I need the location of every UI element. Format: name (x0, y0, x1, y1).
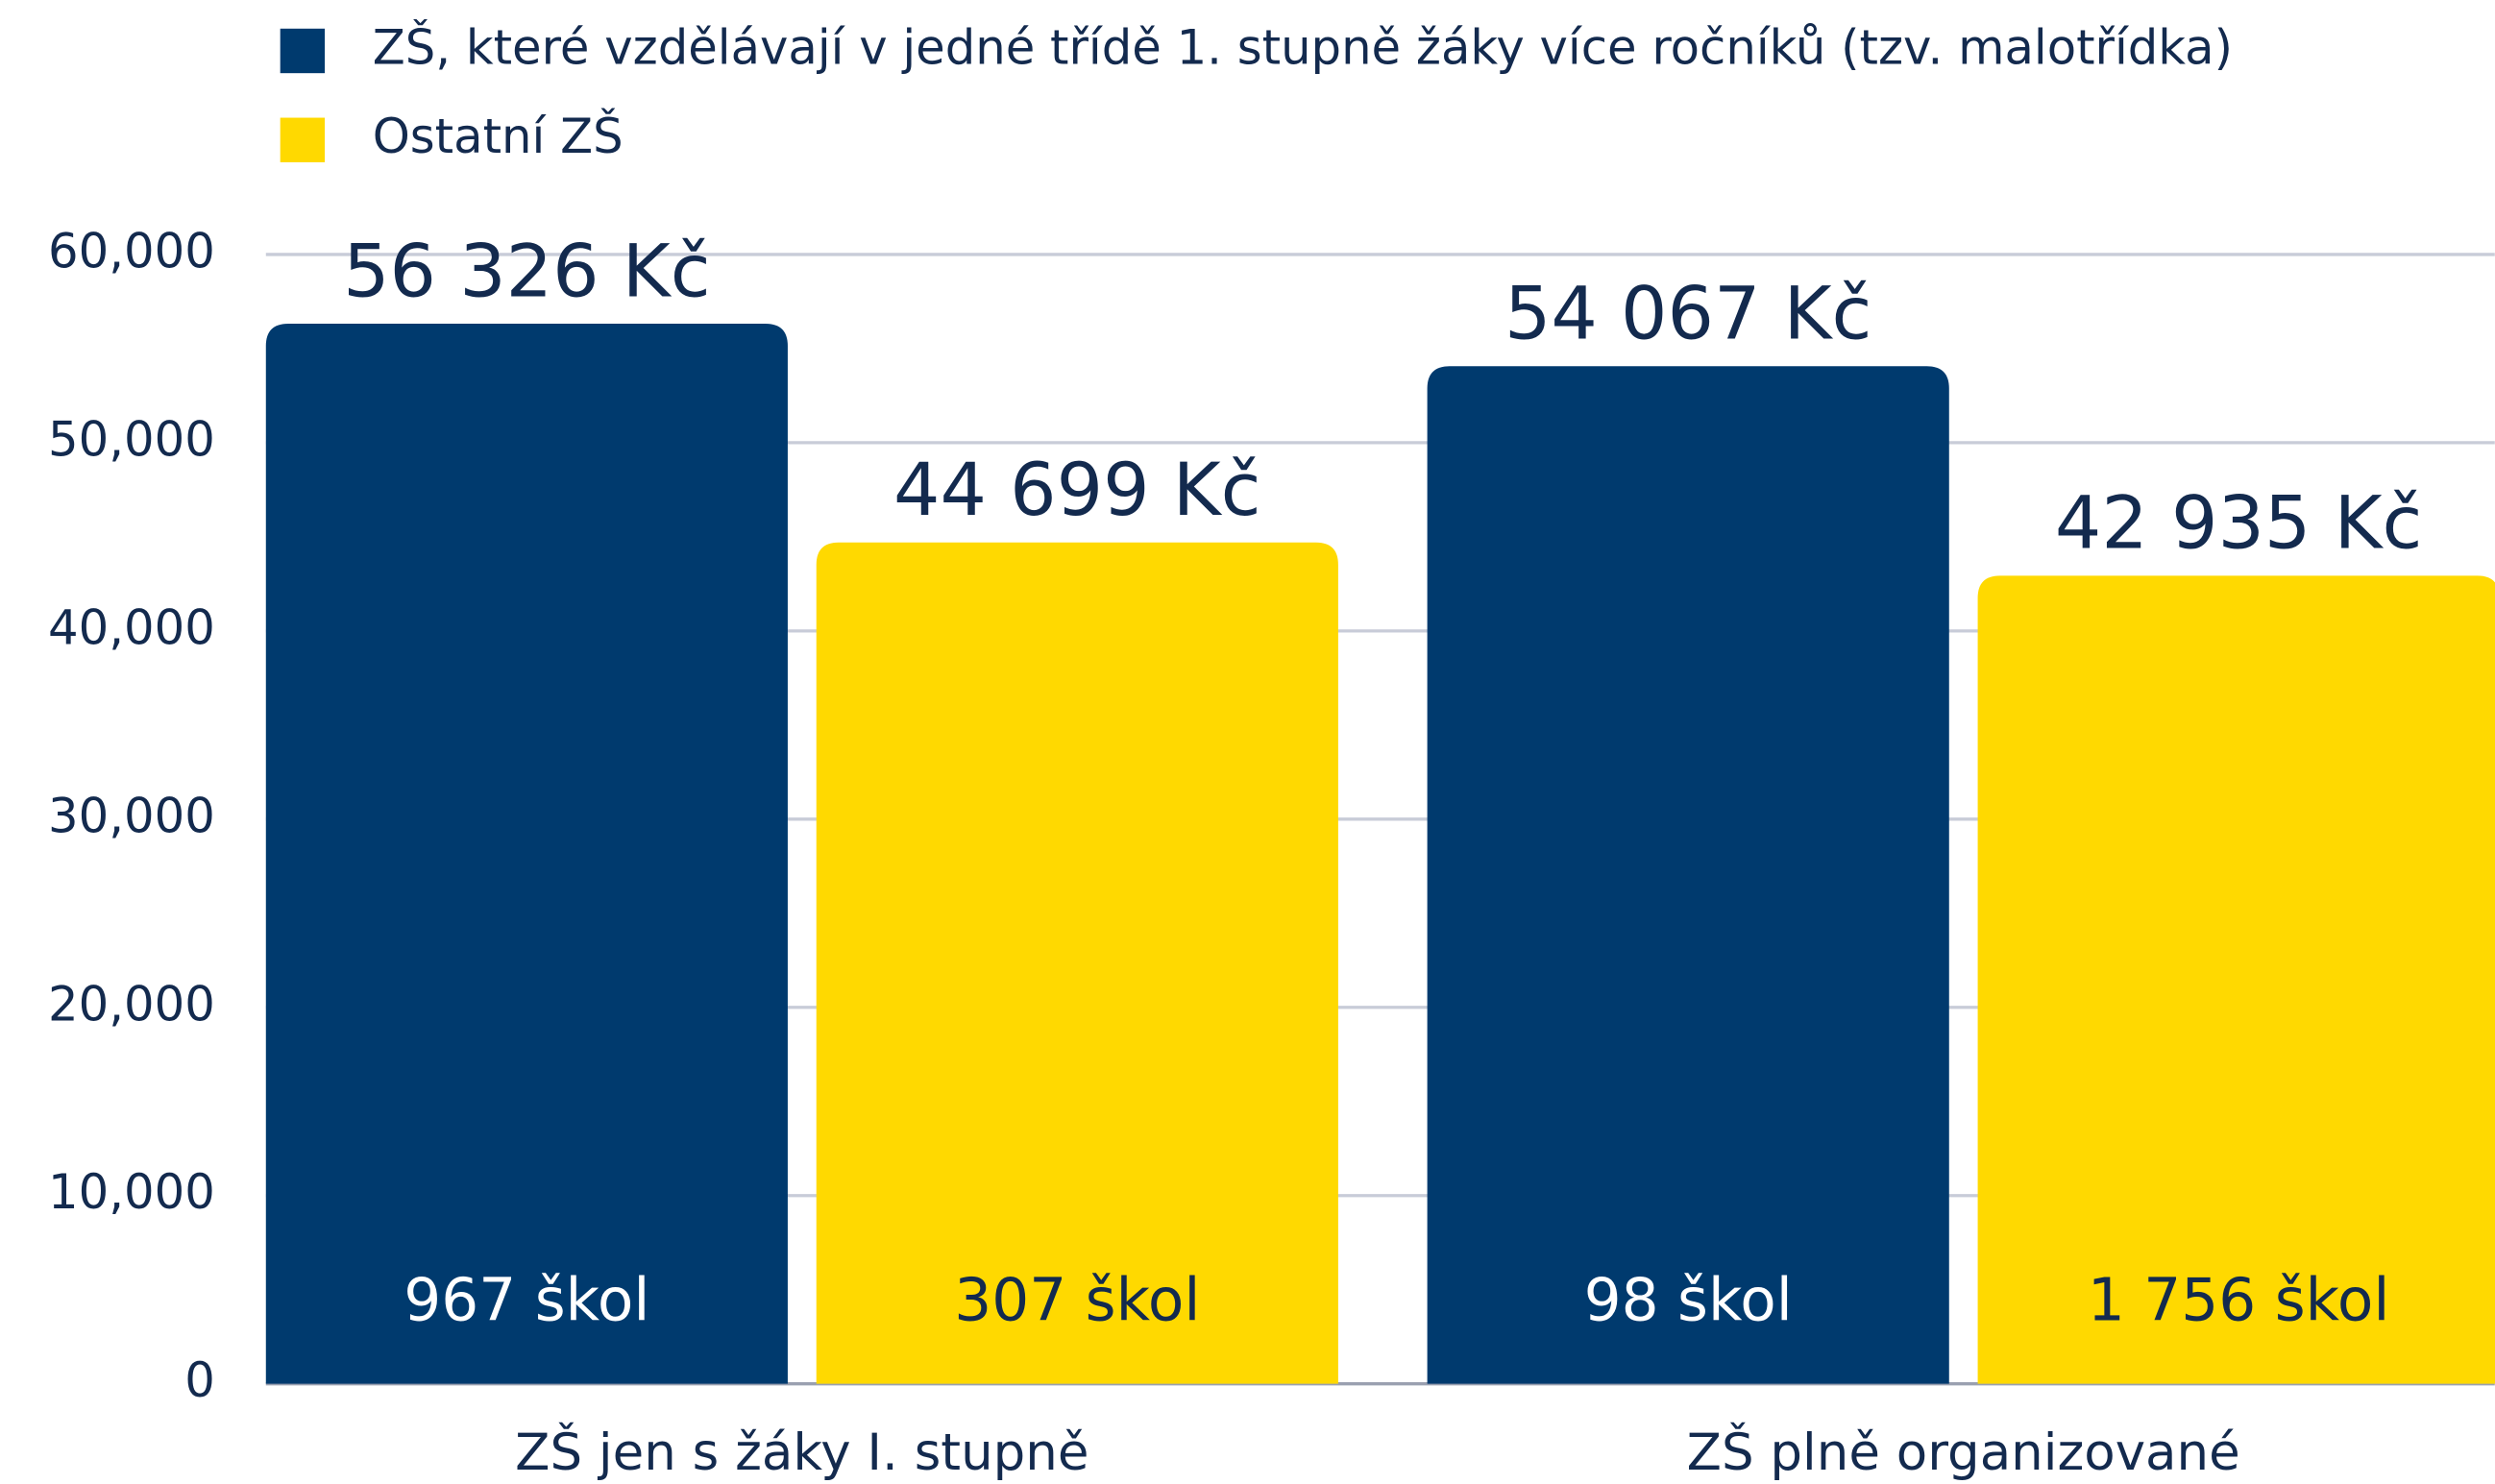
bar (265, 323, 788, 1384)
legend-swatch (280, 117, 326, 162)
x-tick-label: ZŠ jen s žáky I. stupně (515, 1422, 1089, 1482)
legend-swatch (280, 28, 326, 74)
y-tick-label: 0 (184, 1352, 215, 1408)
value-label: 54 067 Kč (1504, 271, 1872, 356)
value-label: 44 699 Kč (893, 447, 1261, 532)
y-tick-label: 20,000 (48, 976, 215, 1032)
y-tick-label: 50,000 (48, 411, 215, 467)
school-count-label: 307 škol (954, 1266, 1200, 1334)
bar (816, 542, 1338, 1384)
school-count-label: 967 škol (404, 1266, 649, 1334)
legend-label: ZŠ, které vzdělávají v jedné třídě 1. st… (373, 18, 2233, 75)
bar (1977, 575, 2495, 1384)
legend-label: Ostatní ZŠ (373, 108, 624, 164)
x-tick-label: ZŠ plně organizované (1687, 1422, 2240, 1482)
bar (1427, 366, 1949, 1384)
y-tick-label: 60,000 (48, 223, 215, 279)
value-label: 42 935 Kč (2055, 480, 2423, 566)
y-tick-label: 40,000 (48, 599, 215, 655)
value-label: 56 326 Kč (343, 228, 711, 313)
school-count-label: 98 škol (1584, 1266, 1793, 1334)
school-count-label: 1 756 škol (2088, 1266, 2390, 1334)
y-tick-label: 30,000 (48, 788, 215, 843)
y-tick-label: 10,000 (48, 1164, 215, 1220)
